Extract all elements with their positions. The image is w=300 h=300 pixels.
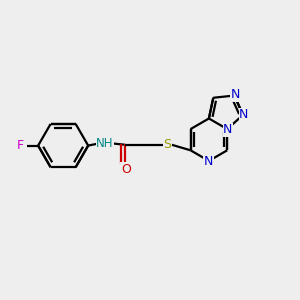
Text: N: N xyxy=(239,108,249,122)
Text: N: N xyxy=(204,155,213,168)
Text: O: O xyxy=(121,163,131,176)
Text: S: S xyxy=(164,138,171,151)
Text: F: F xyxy=(16,139,23,152)
Text: NH: NH xyxy=(96,137,114,150)
Text: N: N xyxy=(223,123,232,136)
Text: S: S xyxy=(164,138,171,151)
Text: N: N xyxy=(230,88,240,101)
